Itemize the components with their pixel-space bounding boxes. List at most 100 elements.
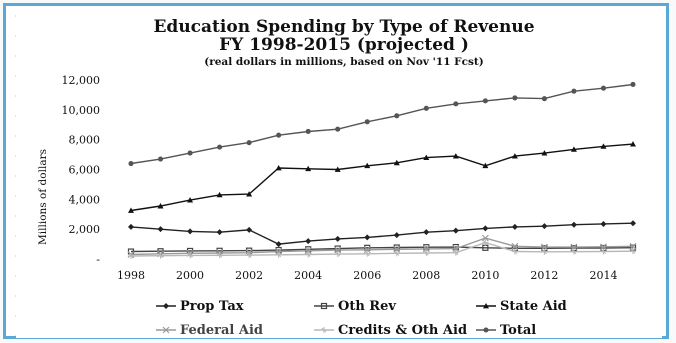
series-lines [127, 81, 637, 260]
data-point-marker [393, 159, 400, 166]
data-point-marker [216, 229, 223, 236]
data-point-marker [630, 220, 636, 227]
data-point-marker [162, 326, 170, 334]
y-axis-label: Millions of dollars [37, 149, 49, 245]
data-point-marker [163, 303, 169, 309]
data-point-marker [334, 166, 341, 172]
data-point-marker [275, 241, 282, 248]
data-point-marker [600, 243, 607, 251]
y-tick-label: 6,000 [69, 164, 101, 177]
data-point-marker [157, 203, 164, 209]
data-point-marker [482, 98, 488, 104]
chart-title-line2: FY 1998-2015 (projected ) [219, 35, 469, 55]
data-point-marker [541, 150, 548, 156]
series-line [130, 237, 634, 256]
legend: Prop Tax Oth Rev State Aid Federal Aid Credi… [156, 299, 567, 338]
data-point-marker [128, 160, 134, 167]
legend-label: Prop Tax [180, 299, 244, 314]
data-point-marker [570, 243, 578, 251]
data-point-marker [453, 101, 459, 107]
data-point-marker [157, 252, 164, 259]
y-tick-labels: - 2,000 4,000 6,000 8,000 10,000 12,000 [62, 74, 101, 266]
data-point-marker [571, 88, 577, 94]
data-point-marker [276, 132, 282, 138]
data-point-marker [540, 243, 548, 251]
data-point-marker [128, 253, 134, 260]
legend-item: Prop Tax [156, 299, 244, 314]
x-tick-label: 2014 [589, 269, 617, 282]
data-point-marker [511, 223, 518, 230]
data-point-marker [216, 252, 223, 259]
data-point-marker [482, 239, 489, 246]
legend-item: State Aid [476, 299, 567, 314]
y-tick-label: 2,000 [69, 223, 101, 236]
data-point-marker [541, 96, 547, 102]
data-point-marker [600, 220, 607, 227]
x-tick-label: 2012 [530, 269, 558, 282]
legend-label: Oth Rev [338, 299, 396, 314]
legend-label: Credits & Oth Aid [338, 323, 467, 338]
y-tick-label: 8,000 [69, 134, 101, 147]
data-point-marker [157, 226, 164, 233]
data-point-marker [128, 223, 134, 230]
data-point-marker [334, 251, 341, 258]
data-point-marker [321, 327, 327, 333]
x-tick-label: 2000 [176, 269, 204, 282]
data-point-marker [128, 207, 134, 213]
data-point-marker [423, 244, 430, 251]
data-point-marker [275, 165, 282, 171]
x-tick-label: 2002 [235, 269, 263, 282]
series-line [130, 83, 634, 165]
legend-label: Total [500, 323, 536, 338]
data-point-marker [364, 250, 371, 257]
data-point-marker [511, 153, 518, 159]
data-point-marker [320, 302, 328, 310]
data-point-marker [481, 234, 489, 242]
data-point-marker [187, 150, 193, 156]
data-point-marker [246, 140, 252, 146]
data-point-marker [157, 156, 164, 162]
x-tick-labels: 1998 2000 2002 2004 2006 2008 2010 2012 2014 [117, 269, 617, 282]
data-point-marker [570, 221, 577, 228]
data-point-marker [187, 252, 194, 259]
data-point-marker [246, 191, 253, 197]
chart-title: Education Spending by Type of Revenue [153, 17, 534, 37]
data-point-marker [570, 146, 577, 152]
legend-item: Federal Aid [156, 323, 263, 338]
data-point-marker [423, 105, 429, 111]
series-line [130, 241, 634, 257]
x-tick-label: 2008 [412, 269, 440, 282]
data-point-marker [541, 223, 548, 230]
data-point-marker [511, 248, 518, 255]
data-point-marker [600, 143, 607, 149]
data-point-marker [629, 242, 637, 250]
data-point-marker [275, 248, 283, 255]
x-tick-label: 2006 [353, 269, 381, 282]
data-point-marker [512, 95, 518, 101]
data-point-marker [600, 85, 607, 91]
legend-item: Oth Rev [314, 299, 396, 314]
data-point-marker [246, 226, 253, 233]
data-point-marker [423, 229, 430, 236]
data-point-marker [187, 228, 194, 235]
data-point-marker [541, 248, 548, 255]
data-point-marker [393, 232, 400, 239]
series-line [130, 222, 634, 245]
data-point-marker [334, 245, 341, 252]
data-point-marker [364, 234, 371, 241]
x-tick-label: 2004 [294, 269, 322, 282]
legend-label: State Aid [500, 299, 567, 314]
data-point-marker [335, 126, 341, 132]
series-state-aid [128, 141, 636, 213]
data-point-marker [452, 227, 459, 234]
series-line [130, 143, 634, 212]
chart-subtitle: (real dollars in millions, based on Nov … [204, 56, 484, 68]
chart-svg: Education Spending by Type of Revenue FY… [37, 17, 637, 338]
y-tick-label: 4,000 [69, 193, 101, 206]
data-point-marker [452, 249, 459, 256]
data-point-marker [393, 250, 400, 257]
data-point-marker [630, 141, 636, 147]
legend-item: Total [476, 323, 536, 338]
data-point-marker [600, 248, 607, 255]
data-point-marker [394, 113, 400, 119]
